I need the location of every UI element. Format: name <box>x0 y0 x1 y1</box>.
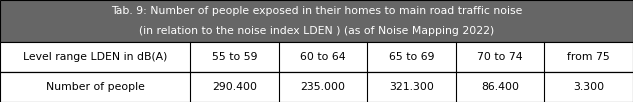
Text: Tab. 9: Number of people exposed in their homes to main road traffic noise: Tab. 9: Number of people exposed in thei… <box>111 6 522 16</box>
Text: Level range LDEN in dB(A): Level range LDEN in dB(A) <box>23 52 167 62</box>
Bar <box>0 0 633 42</box>
Text: 321.300: 321.300 <box>389 82 434 92</box>
Text: 290.400: 290.400 <box>212 82 257 92</box>
Text: Number of people: Number of people <box>46 82 144 92</box>
Text: 60 to 64: 60 to 64 <box>300 52 346 62</box>
Text: from 75: from 75 <box>567 52 610 62</box>
Text: 55 to 59: 55 to 59 <box>211 52 257 62</box>
Bar <box>0 72 633 102</box>
Text: 70 to 74: 70 to 74 <box>477 52 523 62</box>
Text: 65 to 69: 65 to 69 <box>389 52 434 62</box>
Bar <box>0 42 633 72</box>
Text: 235.000: 235.000 <box>301 82 346 92</box>
Text: 3.300: 3.300 <box>573 82 605 92</box>
Text: (in relation to the noise index LDEN ) (as of Noise Mapping 2022): (in relation to the noise index LDEN ) (… <box>139 26 494 36</box>
Text: 86.400: 86.400 <box>481 82 519 92</box>
